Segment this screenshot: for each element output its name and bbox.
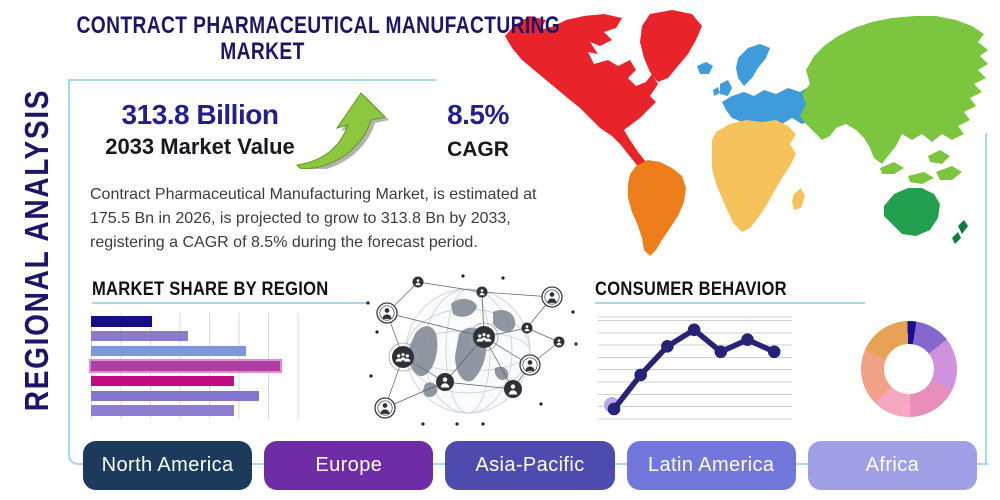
market-value: 313.8 Billion: [121, 99, 279, 130]
bar-region-6: [91, 405, 234, 416]
bar-region-4: [91, 375, 234, 387]
continent-australia: [884, 188, 940, 236]
bar-chart-bars: [91, 313, 301, 419]
content-frame-top-line: [68, 79, 436, 81]
description-line1: Contract Pharmaceutical Manufacturing Ma…: [90, 186, 537, 203]
description-line2: 175.5 Bn in 2026, is projected to grow t…: [90, 210, 511, 227]
consumer-behavior-section-title: CONSUMER BEHAVIOR: [595, 278, 787, 300]
region-button-africa[interactable]: Africa: [807, 441, 978, 490]
growth-arrow-icon: [295, 92, 389, 169]
bar-chart: [91, 313, 301, 419]
continent-africa: [712, 120, 805, 232]
continent-new-zealand: [952, 220, 968, 244]
region-button-latin-america[interactable]: Latin America: [626, 441, 796, 490]
content-frame-right-line: [985, 133, 987, 463]
side-label: REGIONAL ANALYSIS: [18, 88, 55, 412]
globe-network-graphic: [366, 274, 578, 426]
bar-region-0: [91, 316, 152, 327]
continent-north-america: [505, 14, 658, 172]
cagr-value: 8.5%: [447, 99, 509, 130]
continent-greenland: [640, 10, 702, 82]
bar-region-5: [91, 390, 259, 402]
line-point-1: [634, 368, 647, 382]
bar-region-2: [91, 345, 247, 357]
region-button-asia-pacific[interactable]: Asia-Pacific: [445, 441, 615, 490]
page-title-line2: MARKET: [220, 37, 305, 65]
line-chart-svg: [604, 323, 781, 416]
bar-region-1: [91, 330, 188, 342]
description-line3: registering a CAGR of 8.5% during the fo…: [90, 234, 478, 251]
page-title-line1: CONTRACT PHARMACEUTICAL MANUFACTURING: [76, 12, 561, 39]
continent-europe: [697, 44, 818, 128]
world-map: [505, 10, 988, 256]
market-share-underline: [92, 302, 368, 304]
line-point-0: [607, 402, 621, 416]
line-point-6: [767, 345, 781, 359]
line-chart: [598, 310, 792, 424]
market-share-section-title: MARKET SHARE BY REGION: [92, 278, 329, 300]
network-dots: [366, 274, 578, 426]
continent-south-america: [628, 160, 686, 256]
region-button-north-america[interactable]: North America: [83, 441, 253, 490]
market-description: Contract Pharmaceutical Manufacturing Ma…: [90, 183, 536, 255]
line-point-2: [661, 340, 674, 353]
consumer-behavior-underline: [595, 302, 865, 304]
cagr-label: CAGR: [447, 138, 509, 161]
continent-asia: [800, 16, 988, 184]
line-point-5: [741, 333, 754, 346]
page-title: CONTRACT PHARMACEUTICAL MANUFACTURING MA…: [76, 12, 561, 65]
region-buttons: North America Europe Asia-Pacific Latin Ame…: [83, 441, 978, 490]
region-button-europe[interactable]: Europe: [264, 441, 434, 490]
line-point-3: [687, 323, 701, 337]
bar-region-3: [91, 360, 280, 372]
line-point-4: [714, 345, 728, 359]
network-nodes: [374, 276, 565, 419]
market-value-label: 2033 Market Value: [105, 134, 295, 159]
